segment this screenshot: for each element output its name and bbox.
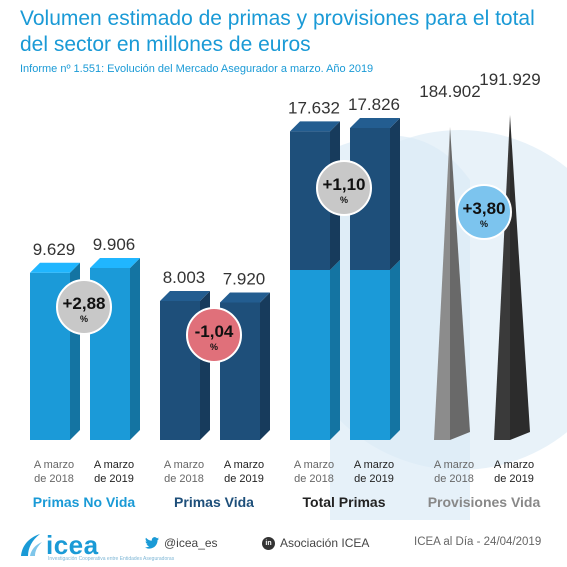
group-label: Primas No Vida (33, 494, 136, 510)
period-label: A marzo de 2018 (164, 459, 204, 485)
chart-title: Volumen estimado de primas y provisiones… (20, 7, 535, 56)
group-label: Provisiones Vida (428, 494, 541, 510)
twitter-link[interactable]: @icea_es (145, 536, 218, 550)
change-badge: +1,10% (316, 160, 372, 216)
bar-side (510, 115, 530, 440)
badge-circle (456, 184, 512, 240)
bar-face (350, 128, 390, 270)
bar-group-2: 17.632 A marzo de 2018 17.826 A marzo de 2019… (288, 95, 400, 510)
icea-logo-mark-icon (21, 534, 42, 556)
twitter-handle: @icea_es (164, 536, 218, 550)
change-value: -1,04 (195, 322, 234, 341)
bar-side (390, 118, 400, 270)
change-value: +1,10 (322, 175, 365, 194)
value-label: 8.003 (163, 268, 206, 287)
logo-tagline: Investigación Cooperativa entre Entidade… (48, 556, 175, 562)
value-label: 191.929 (479, 70, 540, 89)
bar-lower-side (390, 260, 400, 440)
bar-lower-face (290, 270, 330, 440)
value-label: 9.629 (33, 240, 76, 259)
change-unit: % (340, 195, 348, 205)
bar-top (160, 291, 210, 302)
logo-text: icea (46, 530, 99, 560)
linkedin-name: Asociación ICEA (280, 536, 370, 550)
period-label: A marzo de 2018 (34, 459, 74, 485)
value-label: 9.906 (93, 235, 136, 254)
change-badge: +2,88% (56, 279, 112, 335)
bar-top (90, 258, 140, 268)
bar-side (130, 258, 140, 440)
change-badge: +3,80% (456, 184, 512, 240)
change-badge: -1,04% (186, 307, 242, 363)
bar-side (260, 292, 270, 440)
linkedin-link[interactable]: in Asociación ICEA (262, 536, 369, 550)
period-label: A marzo de 2019 (354, 459, 394, 485)
footer: icea Investigación Cooperativa entre Ent… (0, 522, 567, 567)
twitter-icon (145, 537, 159, 549)
source-note: ICEA al Día - 24/04/2019 (414, 536, 541, 548)
bar-top (290, 121, 340, 132)
bar-lower-face (350, 270, 390, 440)
value-label: 184.902 (419, 82, 480, 101)
bar-face (434, 126, 450, 441)
bar-group-0: 9.629 A marzo de 2018 9.906 A marzo de 2019 Pr… (30, 235, 140, 510)
change-unit: % (80, 314, 88, 324)
bar-group-3: 184.902 A marzo de 2018 191.929 A marzo de 20… (419, 70, 540, 510)
change-unit: % (210, 342, 218, 352)
linkedin-icon: in (262, 536, 275, 550)
value-label: 17.826 (348, 95, 400, 114)
bar-top (30, 262, 80, 273)
chart-subtitle: Informe nº 1.551: Evolución del Mercado … (20, 63, 374, 75)
period-label: A marzo de 2019 (494, 459, 534, 485)
change-unit: % (480, 219, 488, 229)
value-label: 7.920 (223, 269, 266, 288)
group-label: Total Primas (303, 494, 386, 510)
bar-group-1: 8.003 A marzo de 2018 7.920 A marzo de 2019 Pr… (160, 268, 270, 510)
period-label: A marzo de 2019 (224, 459, 264, 485)
value-label: 17.632 (288, 98, 340, 117)
badge-circle (316, 160, 372, 216)
source-text: ICEA al Día - 24/04/2019 (414, 536, 542, 548)
bar-top (220, 292, 270, 303)
bar-lower-side (330, 260, 340, 440)
period-label: A marzo de 2019 (94, 459, 134, 485)
badge-circle (56, 279, 112, 335)
bar-side (450, 126, 470, 441)
period-label: A marzo de 2018 (434, 459, 474, 485)
bar-top (350, 118, 400, 128)
group-label: Primas Vida (174, 494, 254, 510)
bar-face (290, 131, 330, 270)
change-value: +3,80 (462, 199, 505, 218)
period-label: A marzo de 2018 (294, 459, 334, 485)
badge-circle (186, 307, 242, 363)
bar-chart: 9.629 A marzo de 2018 9.906 A marzo de 2019 Pr… (30, 70, 567, 520)
change-value: +2,88 (62, 294, 105, 313)
